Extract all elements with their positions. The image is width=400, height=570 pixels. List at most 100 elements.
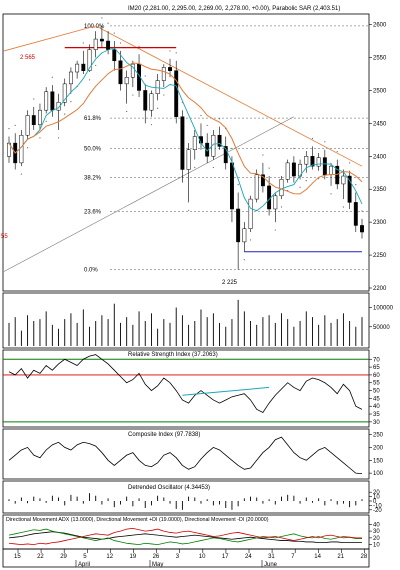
candle-body [316,157,321,167]
sar-dot [311,137,314,140]
sar-dot [231,147,233,149]
sar-dot [119,42,122,44]
candle-body [106,40,111,50]
sar-dot [342,206,345,208]
long-moving-average-line [8,62,363,195]
price-y-tick-label: 2500 [373,88,387,94]
chart-title: IM20 (2,281.00, 2,295.00, 2,269.00, 2,27… [128,6,340,12]
sar-dot [8,128,10,130]
x-tick-label: 5 [83,554,87,560]
sar-dot [26,147,29,149]
composite-title: Composite Index (97.7838) [128,432,200,438]
dmi-series-line [8,528,362,546]
candle-body [81,63,86,71]
candle-body [174,70,179,118]
fib-label: 100.0% [84,24,105,30]
detrended-bars [8,493,363,510]
sar-dot [206,124,208,126]
candle-body [168,67,172,71]
rsi-y-tick-label: 35 [373,412,380,418]
sar-dot [349,162,351,164]
sar-dot [249,239,252,241]
candle-body [68,71,73,85]
rsi-y-tick-label: 65 [373,365,380,371]
rsi-y-tick-label: 60 [373,373,380,379]
price-y-tick-label: 2200 [373,286,387,292]
sar-dot [243,259,245,261]
candle-body [223,146,228,164]
resistance-line-left [3,25,96,52]
sar-dot [169,50,171,52]
sar-dot [268,167,270,169]
dmi-lines [8,528,362,546]
candle-body [161,67,166,81]
candle-body [267,185,272,210]
axes: 2600255025002450240023502300225022001000… [14,23,394,568]
rsi-divergence-line [182,386,270,396]
short-moving-average-line [8,47,363,212]
sar-dot [45,120,47,122]
candle-body [192,136,197,150]
detrended-title: Detrended Oscillator (4.34453) [128,485,210,491]
sar-dot [107,22,109,24]
rsi-y-tick-label: 30 [373,420,380,426]
candle-body [50,91,55,111]
sar-dot [150,124,153,126]
dmi-y-tick-label: 20 [373,536,380,542]
sar-dot [324,141,326,143]
sar-dot [299,186,301,188]
sar-dot [14,124,16,126]
sar-dot [187,209,190,211]
sar-dot [95,64,97,67]
sar-dot [237,184,239,186]
sar-dot [82,42,84,44]
sar-dot [132,94,134,96]
sar-dot [20,173,22,175]
candle-body [335,165,340,185]
candle-body [285,162,290,180]
support-line [3,116,295,272]
trend-lines [3,25,363,272]
composite-y-tick-label: 100 [373,471,384,477]
candle-body [360,225,364,233]
x-tick-label: 21 [337,554,344,560]
composite-y-tick-label: 200 [373,445,384,451]
volume-y-tick-label: 100000 [373,306,394,312]
dmi-y-tick-label: 10 [373,543,380,549]
candle-body [291,162,296,177]
price-candles [7,25,364,270]
x-tick-label: 15 [14,554,21,560]
candle-body [229,162,234,210]
candle-body [75,63,80,73]
sar-dot [64,113,66,115]
rsi-y-tick-label: 50 [373,389,380,395]
candle-body [112,49,117,62]
candle-body [279,179,284,197]
x-tick-label: 14 [314,554,321,560]
sar-dot [280,206,283,208]
dmi-series-line [8,531,362,543]
dmi-y-tick-label: 40 [373,522,380,528]
price-y-tick-label: 2450 [373,121,387,127]
fib-label: 38.2% [84,175,102,181]
x-tick-label: 12 [106,554,113,560]
price-y-tick-label: 2400 [373,154,387,160]
candle-body [93,38,98,50]
candle-body [217,134,222,147]
candle-body [180,116,185,170]
sar-dot [39,137,41,139]
dmi-series-line [8,528,362,546]
dmi-y-tick-label: 30 [373,529,380,535]
detrended-y-tick-label: 20 [373,490,380,496]
sar-dot [175,52,177,54]
candle-body [242,228,247,243]
price-y-tick-label: 2600 [373,23,387,29]
composite-panel-frame [2,428,370,480]
sar-dot [361,210,363,212]
x-tick-label: 10 [199,554,206,560]
x-tick-label: 24 [245,554,252,560]
sar-dot [76,85,78,88]
price-y-tick-label: 2250 [373,253,387,259]
sar-dot [70,101,72,103]
